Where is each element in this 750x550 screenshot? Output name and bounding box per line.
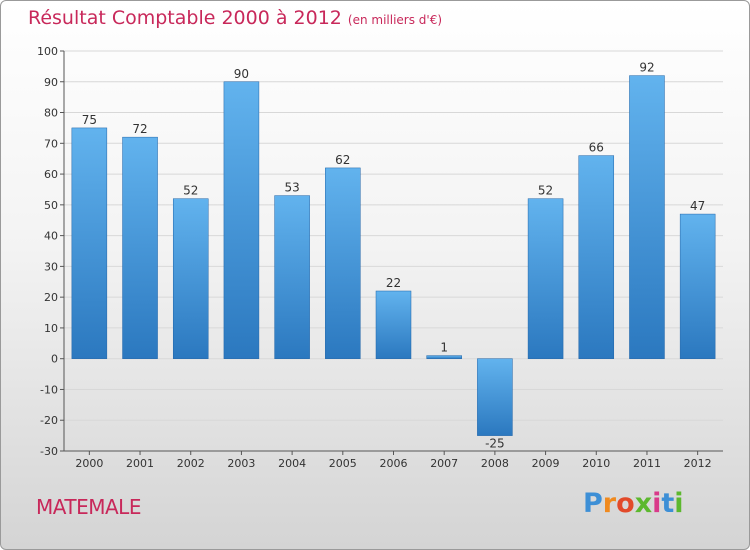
y-tick-label: 70 — [44, 137, 58, 150]
y-tick-label: -30 — [40, 445, 58, 458]
data-label: 92 — [639, 61, 654, 75]
bar — [223, 81, 260, 359]
bar — [71, 127, 108, 359]
commune-name: MATEMALE — [36, 495, 141, 519]
y-tick-label: 50 — [44, 199, 58, 212]
y-tick-label: 20 — [44, 291, 58, 304]
y-tick-label: 90 — [44, 76, 58, 89]
y-tick-label: -20 — [40, 414, 58, 427]
y-tick-label: 0 — [51, 353, 58, 366]
x-tick-label: 2007 — [430, 457, 458, 470]
x-tick-label: 2010 — [582, 457, 610, 470]
x-tick-label: 2009 — [532, 457, 560, 470]
data-label: 52 — [183, 184, 198, 198]
y-tick-label: 40 — [44, 230, 58, 243]
logo-letter: i — [674, 488, 684, 519]
x-tick-label: 2012 — [684, 457, 712, 470]
bar — [477, 358, 513, 436]
logo-letter: r — [602, 488, 617, 519]
bar — [375, 290, 412, 359]
bar — [426, 355, 462, 359]
logo-letter: t — [661, 488, 675, 519]
bar — [527, 198, 564, 359]
x-tick-label: 2003 — [227, 457, 255, 470]
bar — [629, 75, 665, 359]
logo-letter: o — [616, 488, 635, 519]
data-label: 47 — [690, 199, 705, 213]
bar — [325, 167, 361, 359]
bar — [122, 136, 158, 359]
proxiti-logo: Proxiti — [583, 488, 684, 519]
data-label: 75 — [82, 113, 97, 127]
x-tick-label: 2006 — [380, 457, 408, 470]
x-tick-label: 2000 — [75, 457, 103, 470]
chart-title-unit: (en milliers d'€) — [347, 13, 443, 27]
data-label: -25 — [485, 437, 505, 451]
data-label: 66 — [589, 141, 604, 155]
y-tick-label: 30 — [44, 260, 58, 273]
bar — [172, 198, 209, 359]
y-tick-label: 80 — [44, 107, 58, 120]
logo-letter: x — [634, 488, 653, 519]
data-label: 90 — [234, 67, 249, 81]
bar — [274, 195, 310, 359]
logo-letter: P — [583, 488, 603, 519]
y-tick-label: 60 — [44, 168, 58, 181]
data-label: 53 — [284, 181, 299, 195]
bar — [578, 155, 615, 359]
chart-title: Résultat Comptable 2000 à 2012 (en millie… — [28, 7, 442, 29]
x-tick-label: 2011 — [633, 457, 661, 470]
data-label: 22 — [386, 276, 401, 290]
chart-title-main: Résultat Comptable 2000 à 2012 — [28, 7, 342, 29]
logo-letter: i — [652, 488, 662, 519]
x-tick-label: 2001 — [126, 457, 154, 470]
data-label: 62 — [335, 153, 350, 167]
y-tick-label: 10 — [44, 322, 58, 335]
data-label: 1 — [440, 341, 448, 355]
x-tick-label: 2008 — [481, 457, 509, 470]
data-label: 72 — [132, 122, 147, 136]
x-tick-label: 2004 — [278, 457, 306, 470]
data-label: 52 — [538, 184, 553, 198]
y-tick-label: 100 — [37, 45, 58, 58]
x-tick-label: 2005 — [329, 457, 357, 470]
x-tick-label: 2002 — [177, 457, 205, 470]
y-tick-label: -10 — [40, 383, 58, 396]
bar — [679, 213, 716, 359]
